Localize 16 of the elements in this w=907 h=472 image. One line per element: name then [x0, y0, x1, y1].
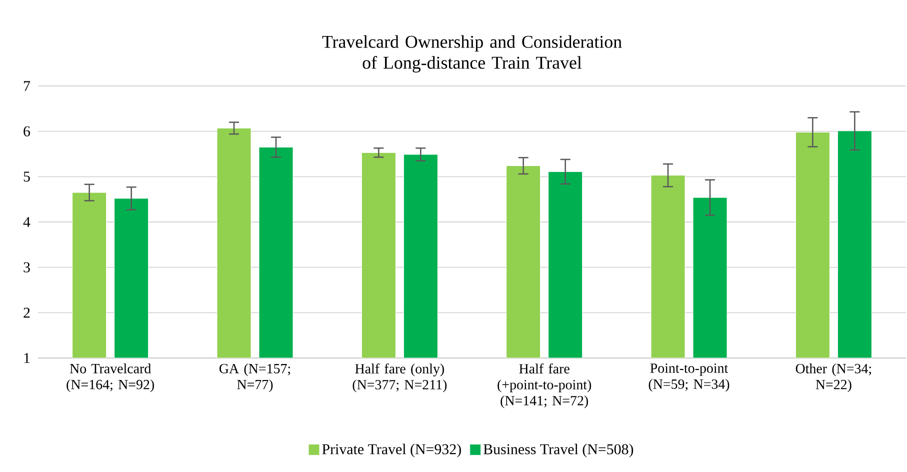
y-tick-label: 2: [24, 308, 30, 318]
y-tick-label: 3: [24, 262, 30, 272]
y-tick-label: 6: [24, 126, 30, 136]
legend-label: Private Travel (N=932): [322, 444, 461, 458]
y-tick-label: 1: [24, 353, 30, 363]
y-tick-label: 4: [23, 217, 30, 227]
x-tick-label: Half fare (only) (N=377; N=211): [352, 364, 447, 392]
legend-label: Business Travel (N=508): [484, 444, 634, 458]
y-tick-label: 7: [24, 81, 30, 91]
x-tick-label: GA (N=157; N=77): [219, 364, 290, 392]
x-tick-label: Half fare (+point-to-point) (N=141; N=72): [498, 364, 592, 408]
y-tick-label: 5: [24, 172, 30, 182]
x-tick-label: No Travelcard (N=164; N=92): [66, 364, 154, 392]
x-tick-label: Other (N=34; N=22): [796, 364, 872, 392]
x-tick-label: Point-to-point (N=59; N=34): [648, 364, 730, 392]
chart-title: Travelcard Ownership and Consideration of Long-distance Train Travel: [322, 35, 622, 73]
